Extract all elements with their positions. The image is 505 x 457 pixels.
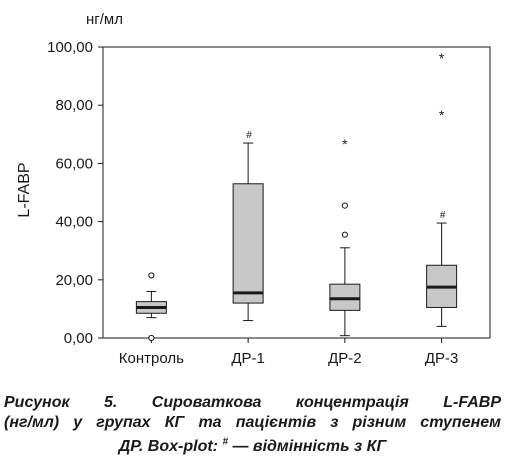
outlier-point [341,202,348,209]
x-tick-label: ДР-3 [425,350,459,367]
y-tick-label: 40,00 [55,214,93,231]
outlier-point [341,231,348,238]
y-tick-label: 60,00 [55,155,93,172]
y-tick-label: 100,00 [47,39,93,56]
caption-line-3-text: ДР. Box-plot: # — відмінність з КГ [118,437,387,456]
plot-frame [102,46,491,339]
x-tick-label: ДР-2 [328,350,362,367]
unit-label: нг/мл [86,11,123,28]
extreme-point: * [439,50,445,66]
y-tick-label: 0,00 [64,330,93,347]
significance-mark: # [440,210,446,221]
box-plot-chart: нг/мл L-FABP 0,00 20,00 40,00 60,00 80,00 100… [16,11,491,367]
extreme-point: * [439,107,445,123]
caption-line-3: ДР. Box-plot: # — відмінність з КГ [4,433,501,457]
plot-area: 0,00 20,00 40,00 60,00 80,00 100,00 Контроль ДР… [47,39,491,367]
x-tick-label: ДР-1 [231,350,265,367]
caption-hash-mark: # [222,437,229,448]
y-axis-label: L-FABP [16,162,33,217]
box-iqr [232,183,264,304]
caption-line-1: Рисунок 5. Сироваткова концентрація L-FA… [4,394,501,411]
outlier-point [148,272,155,279]
figure-caption: Рисунок 5. Сироваткова концентрація L-FA… [4,393,501,457]
extreme-point: * [342,136,348,152]
caption-line-2: (нг/мл) у групах КГ та пацієнтів з різни… [4,414,501,431]
y-tick-label: 20,00 [55,272,93,289]
outlier-point [148,334,155,342]
x-tick-label: Контроль [119,350,184,367]
y-tick-label: 80,00 [55,97,93,114]
significance-mark: # [246,130,252,141]
